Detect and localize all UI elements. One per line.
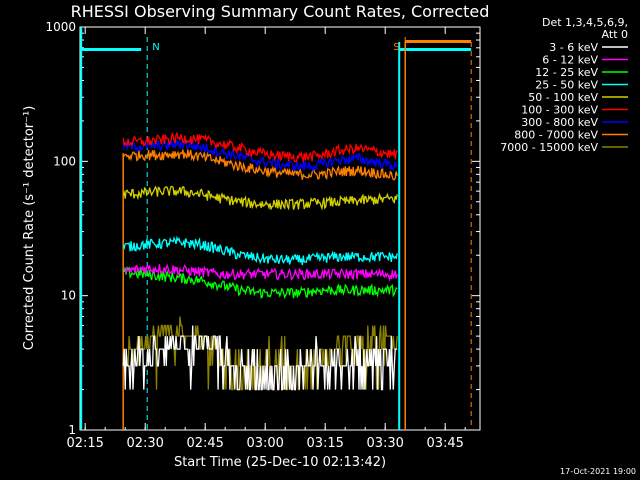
x-tick-label-3: 03:00 bbox=[246, 436, 283, 451]
legend-label-2: 12 - 25 keV bbox=[535, 66, 598, 79]
x-tick-label-0: 02:15 bbox=[66, 436, 103, 451]
series-line-8 bbox=[122, 316, 398, 391]
legend-label-7: 800 - 7000 keV bbox=[514, 129, 598, 142]
footer-timestamp: 17-Oct-2021 19:00 bbox=[560, 467, 636, 476]
marker-label-0: N bbox=[152, 42, 159, 53]
axes-frame bbox=[79, 26, 481, 431]
y-tick-label-0: 1 bbox=[68, 423, 76, 437]
legend-label-5: 100 - 300 keV bbox=[521, 104, 598, 117]
series-line-5 bbox=[122, 131, 398, 164]
x-tick-label-6: 03:45 bbox=[426, 436, 463, 451]
series-line-1 bbox=[123, 263, 398, 282]
x-tick-label-4: 03:15 bbox=[306, 436, 343, 451]
legend-label-0: 3 - 6 keV bbox=[549, 41, 598, 54]
legend-label-6: 300 - 800 keV bbox=[521, 116, 598, 129]
legend-label-8: 7000 - 15000 keV bbox=[500, 141, 598, 154]
legend-label-4: 50 - 100 keV bbox=[528, 91, 598, 104]
y-axis-label: Corrected Count Rate (s⁻¹ detector⁻¹) bbox=[22, 106, 37, 351]
plot-area: 02:15 02:30 02:45 03:00 03:15 03:30 03:45 1 10 10… bbox=[45, 20, 481, 451]
y-tick-label-2: 100 bbox=[53, 154, 76, 168]
x-tick-label-2: 02:45 bbox=[186, 436, 223, 451]
series-line-0 bbox=[122, 325, 398, 391]
legend-header-line-2: Att 0 bbox=[602, 28, 628, 41]
y-tick-label-1: 10 bbox=[61, 289, 76, 303]
x-axis-label: Start Time (25-Dec-10 02:13:42) bbox=[174, 455, 386, 470]
series-line-3 bbox=[122, 235, 398, 266]
series-line-6 bbox=[122, 138, 398, 173]
y-tick-label-3: 1000 bbox=[45, 20, 76, 34]
x-tick-label-5: 03:30 bbox=[366, 436, 403, 451]
series-line-2 bbox=[122, 266, 398, 300]
legend-label-3: 25 - 50 keV bbox=[535, 79, 598, 92]
series-line-7 bbox=[122, 149, 398, 181]
marker-label-1: S bbox=[393, 42, 399, 53]
x-tick-label-1: 02:30 bbox=[126, 436, 163, 451]
legend-label-1: 6 - 12 keV bbox=[542, 54, 598, 67]
legend-header-line-1: Det 1,3,4,5,6,9, bbox=[542, 16, 628, 29]
series-line-4 bbox=[122, 185, 398, 211]
chart-title: RHESSI Observing Summary Count Rates, Co… bbox=[71, 2, 490, 21]
